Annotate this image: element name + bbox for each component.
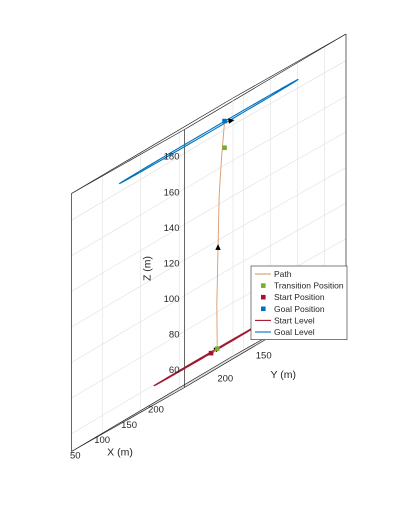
legend-label-transition: Transition Position <box>274 281 344 291</box>
legend-box <box>250 265 348 340</box>
grid-line-z-right-pane <box>71 160 234 257</box>
grid-line-z-right-pane <box>71 231 234 328</box>
grid-line-z-left-pane <box>232 202 347 268</box>
z-tick-label: 160 <box>164 187 180 198</box>
x-tick-label: 200 <box>148 405 164 416</box>
start-position-marker <box>208 350 214 356</box>
z-tick-label: 60 <box>169 365 180 376</box>
x-axis-label: X (m) <box>107 447 133 459</box>
grid-layer <box>71 46 347 446</box>
grid-line-z-left-pane <box>232 167 347 232</box>
grid-line-y-floor <box>102 369 216 434</box>
z-tick-label: 80 <box>169 330 180 341</box>
legend-item-path: Path <box>255 269 292 279</box>
legend-label-goal-level: Goal Level <box>274 327 315 337</box>
tick-labels: 608010012014016018050100150200100150200 <box>70 152 310 462</box>
y-axis-label: Y (m) <box>271 369 296 381</box>
z-tick-label: 100 <box>164 294 180 305</box>
z-axis-label: Z (m) <box>142 256 154 281</box>
legend-item-start-level: Start Level <box>255 315 315 325</box>
grid-line-z-right-pane <box>71 266 234 363</box>
grid-line-z-right-pane <box>71 195 234 292</box>
grid-line-z-right-pane <box>71 302 234 399</box>
legend-item-transition: Transition Position <box>261 281 344 291</box>
legend-label-start-level: Start Level <box>274 315 315 325</box>
grid-line-z-left-pane <box>232 131 347 197</box>
path-line <box>210 121 225 354</box>
legend-label-path: Path <box>274 269 292 279</box>
box-edge <box>232 33 347 99</box>
legend-symbol-start <box>261 294 266 300</box>
legend-label-goal: Goal Position <box>274 304 325 314</box>
box-edge <box>184 33 347 130</box>
goal-position-marker <box>222 118 227 124</box>
legend-item-goal: Goal Position <box>261 304 325 314</box>
grid-line-y-floor <box>140 346 254 411</box>
series-layer <box>118 78 299 387</box>
goal-level-circle <box>118 78 299 185</box>
grid-line-z-right-pane <box>71 337 234 434</box>
grid-line-z-left-pane <box>232 60 347 125</box>
legend-symbol-transition <box>261 283 266 288</box>
y-tick-label: 150 <box>256 351 272 362</box>
legend-symbol-goal <box>261 306 266 312</box>
grid-line-z-left-pane <box>232 96 347 161</box>
z-tick-label: 180 <box>164 152 180 163</box>
legend-label-start: Start Position <box>274 292 325 302</box>
x-tick-label: 150 <box>121 420 137 431</box>
legend: Path Transition Position Start Position … <box>250 265 348 340</box>
mid-path-heading-arrow <box>215 243 221 251</box>
y-tick-label: 200 <box>217 373 233 384</box>
x-tick-label: 100 <box>94 435 110 446</box>
box-edge <box>71 387 185 452</box>
axes-box <box>71 33 347 452</box>
goal-transition-marker <box>222 145 227 151</box>
box-edge <box>71 129 185 194</box>
z-tick-label: 120 <box>164 258 180 269</box>
box-edge <box>71 97 234 194</box>
transition-position-marker <box>214 346 220 351</box>
grid-line-z-right-pane <box>71 124 234 221</box>
legend-item-start: Start Position <box>261 292 325 302</box>
goal-heading-arrow <box>228 118 235 124</box>
z-tick-label: 140 <box>164 223 180 234</box>
box-edge <box>71 355 234 452</box>
x-tick-label: 50 <box>70 450 81 461</box>
legend-item-goal-level: Goal Level <box>255 327 315 337</box>
